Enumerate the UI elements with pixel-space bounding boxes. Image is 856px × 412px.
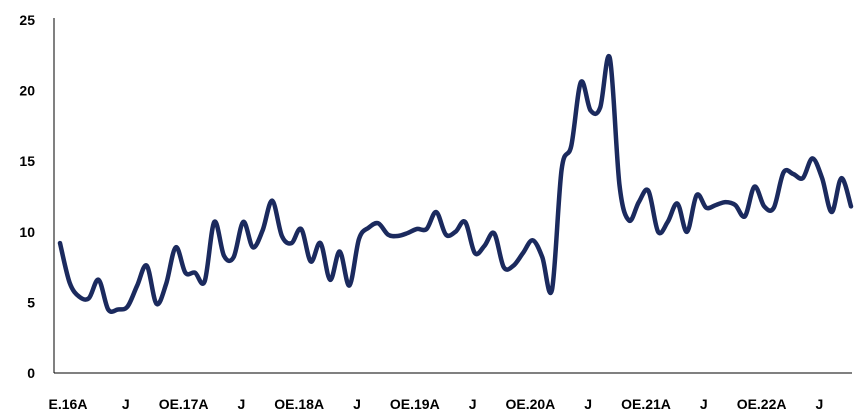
y-tick-label: 15 [19,153,35,169]
y-tick-label: 20 [19,83,35,99]
x-tick-label: OE.19A [390,396,440,412]
y-axis-tick-labels: 0 5 10 15 20 25 [19,12,35,381]
y-tick-label: 5 [27,294,35,310]
x-tick-label: J [700,396,708,412]
x-tick-label: J [353,396,361,412]
x-tick-label: OE.22A [737,396,787,412]
x-tick-label: J [238,396,246,412]
y-tick-label: 0 [27,365,35,381]
x-tick-label: OE.17A [159,396,209,412]
x-axis-tick-labels: E.16A J OE.17A J OE.18A J OE.19A J OE.20A J OE.21A… [49,396,824,412]
x-tick-label: OE.21A [621,396,671,412]
x-tick-label: E.16A [49,396,88,412]
series-line [57,53,854,314]
y-tick-label: 10 [19,224,35,240]
x-tick-label: OE.20A [505,396,555,412]
x-tick-label: J [584,396,592,412]
x-tick-label: OE.18A [274,396,324,412]
x-tick-label: J [816,396,824,412]
axes [53,18,852,374]
x-tick-label: J [469,396,477,412]
y-tick-label: 25 [19,12,35,28]
x-tick-label: J [122,396,130,412]
